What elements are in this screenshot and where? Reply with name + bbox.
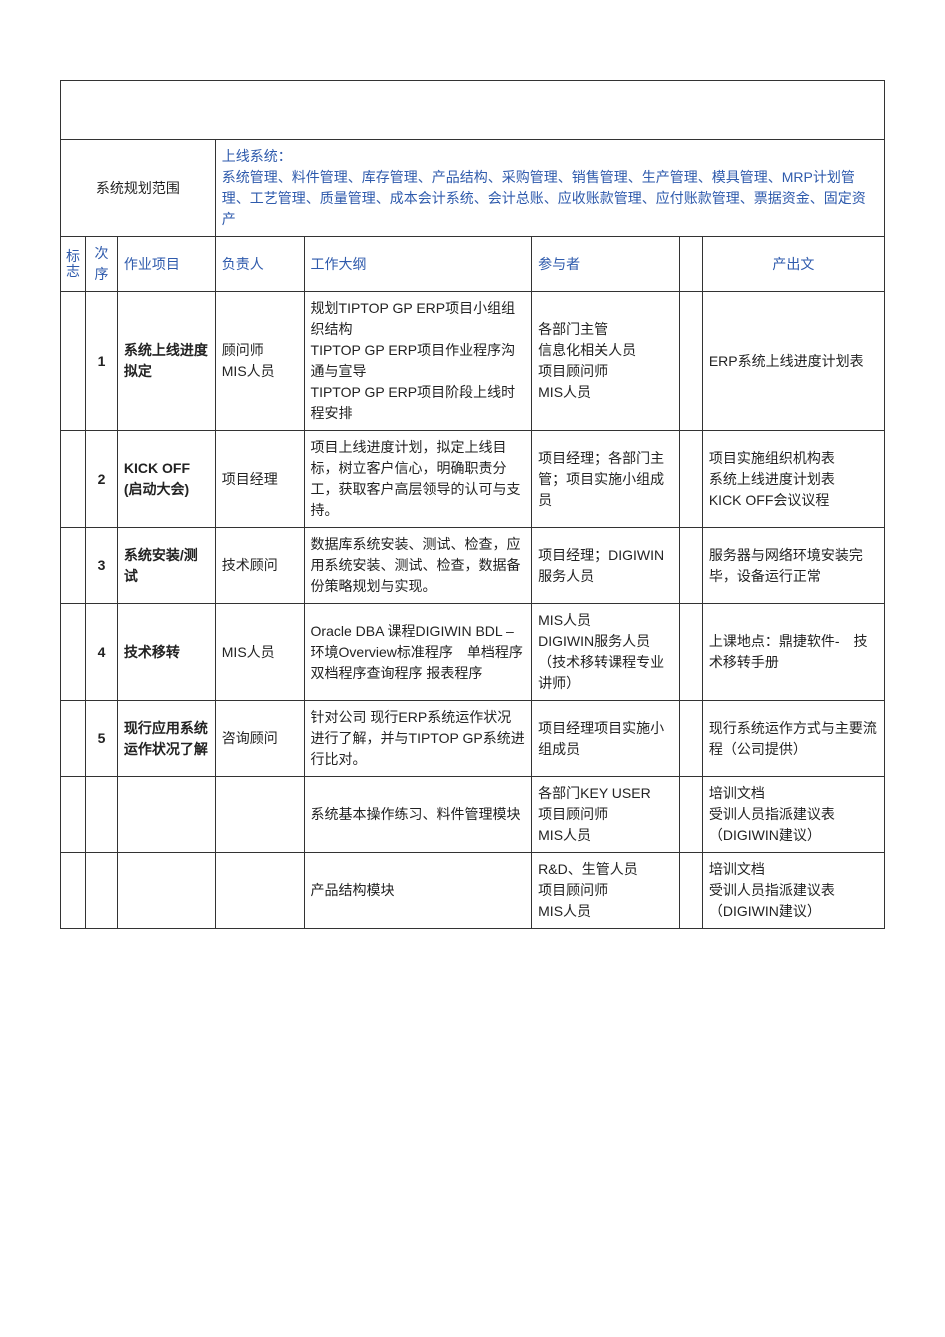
flag-cell xyxy=(61,853,86,929)
col-out: 产出文 xyxy=(702,237,884,292)
table-row: 产品结构模块 R&D、生管人员项目顾问师MIS人员 培训文档受训人员指派建议表（… xyxy=(61,853,885,929)
flag-cell xyxy=(61,777,86,853)
seq-cell: 2 xyxy=(86,431,118,528)
gap-cell xyxy=(680,431,703,528)
owner-cell xyxy=(215,853,304,929)
flag-cell xyxy=(61,604,86,701)
out-cell: 服务器与网络环境安装完毕，设备运行正常 xyxy=(702,528,884,604)
plan-table: 系统规划范围 上线系统： 系统管理、料件管理、库存管理、产品结构、采购管理、销售… xyxy=(60,80,885,929)
column-header-row: 标志 次序 作业项目 负责人 工作大纲 参与者 产出文 xyxy=(61,237,885,292)
owner-cell: 咨询顾问 xyxy=(215,701,304,777)
seq-cell: 5 xyxy=(86,701,118,777)
item-cell: 系统安装/测试 xyxy=(117,528,215,604)
work-cell: 规划TIPTOP GP ERP项目小组组织结构 TIPTOP GP ERP项目作… xyxy=(304,292,532,431)
blank-header-row xyxy=(61,81,885,140)
table-row: 3 系统安装/测试 技术顾问 数据库系统安装、测试、检查，应用系统安装、测试、检… xyxy=(61,528,885,604)
seq-cell: 3 xyxy=(86,528,118,604)
part-cell: 各部门KEY USER项目顾问师MIS人员 xyxy=(532,777,680,853)
out-cell: ERP系统上线进度计划表 xyxy=(702,292,884,431)
item-cell: 现行应用系统运作状况了解 xyxy=(117,701,215,777)
owner-cell: MIS人员 xyxy=(215,604,304,701)
scope-text: 上线系统： 系统管理、料件管理、库存管理、产品结构、采购管理、销售管理、生产管理… xyxy=(215,140,884,237)
seq-cell xyxy=(86,777,118,853)
gap-cell xyxy=(680,604,703,701)
item-cell xyxy=(117,777,215,853)
part-cell: 项目经理；DIGIWIN服务人员 xyxy=(532,528,680,604)
out-cell: 项目实施组织机构表系统上线进度计划表KICK OFF会议议程 xyxy=(702,431,884,528)
owner-cell: 顾问师MIS人员 xyxy=(215,292,304,431)
flag-cell xyxy=(61,431,86,528)
table-row: 5 现行应用系统运作状况了解 咨询顾问 针对公司 现行ERP系统运作状况进行了解… xyxy=(61,701,885,777)
col-owner: 负责人 xyxy=(215,237,304,292)
seq-cell: 1 xyxy=(86,292,118,431)
table-row: 1 系统上线进度拟定 顾问师MIS人员 规划TIPTOP GP ERP项目小组组… xyxy=(61,292,885,431)
gap-cell xyxy=(680,777,703,853)
part-cell: 项目经理；各部门主管；项目实施小组成员 xyxy=(532,431,680,528)
table-row: 2 KICK OFF(启动大会) 项目经理 项目上线进度计划，拟定上线目标，树立… xyxy=(61,431,885,528)
work-cell: Oracle DBA 课程DIGIWIN BDL –环境Overview标准程序… xyxy=(304,604,532,701)
col-gap xyxy=(680,237,703,292)
scope-label: 系统规划范围 xyxy=(61,140,216,237)
out-cell: 上课地点：鼎捷软件- 技术移转手册 xyxy=(702,604,884,701)
scope-heading: 上线系统： xyxy=(222,148,292,164)
document-page: 系统规划范围 上线系统： 系统管理、料件管理、库存管理、产品结构、采购管理、销售… xyxy=(0,0,945,1337)
gap-cell xyxy=(680,292,703,431)
flag-cell xyxy=(61,292,86,431)
col-flag: 标志 xyxy=(61,237,86,292)
col-seq: 次序 xyxy=(86,237,118,292)
blank-cell xyxy=(61,81,885,140)
table-row: 系统基本操作练习、料件管理模块 各部门KEY USER项目顾问师MIS人员 培训… xyxy=(61,777,885,853)
owner-cell: 技术顾问 xyxy=(215,528,304,604)
part-cell: 各部门主管信息化相关人员项目顾问师MIS人员 xyxy=(532,292,680,431)
owner-cell xyxy=(215,777,304,853)
work-cell: 项目上线进度计划，拟定上线目标，树立客户信心，明确职责分工，获取客户高层领导的认… xyxy=(304,431,532,528)
flag-cell xyxy=(61,528,86,604)
seq-cell xyxy=(86,853,118,929)
owner-cell: 项目经理 xyxy=(215,431,304,528)
flag-cell xyxy=(61,701,86,777)
item-cell: KICK OFF(启动大会) xyxy=(117,431,215,528)
work-cell: 系统基本操作练习、料件管理模块 xyxy=(304,777,532,853)
part-cell: R&D、生管人员项目顾问师MIS人员 xyxy=(532,853,680,929)
part-cell: 项目经理项目实施小组成员 xyxy=(532,701,680,777)
item-cell xyxy=(117,853,215,929)
out-cell: 培训文档受训人员指派建议表（DIGIWIN建议） xyxy=(702,853,884,929)
gap-cell xyxy=(680,528,703,604)
item-cell: 技术移转 xyxy=(117,604,215,701)
work-cell: 产品结构模块 xyxy=(304,853,532,929)
scope-body: 系统管理、料件管理、库存管理、产品结构、采购管理、销售管理、生产管理、模具管理、… xyxy=(222,169,866,227)
item-cell: 系统上线进度拟定 xyxy=(117,292,215,431)
gap-cell xyxy=(680,853,703,929)
col-part: 参与者 xyxy=(532,237,680,292)
work-cell: 数据库系统安装、测试、检查，应用系统安装、测试、检查，数据备份策略规划与实现。 xyxy=(304,528,532,604)
seq-cell: 4 xyxy=(86,604,118,701)
scope-row: 系统规划范围 上线系统： 系统管理、料件管理、库存管理、产品结构、采购管理、销售… xyxy=(61,140,885,237)
part-cell: MIS人员DIGIWIN服务人员（技术移转课程专业讲师） xyxy=(532,604,680,701)
out-cell: 现行系统运作方式与主要流程（公司提供） xyxy=(702,701,884,777)
work-cell: 针对公司 现行ERP系统运作状况进行了解，并与TIPTOP GP系统进行比对。 xyxy=(304,701,532,777)
col-work: 工作大纲 xyxy=(304,237,532,292)
out-cell: 培训文档受训人员指派建议表（DIGIWIN建议） xyxy=(702,777,884,853)
col-item: 作业项目 xyxy=(117,237,215,292)
gap-cell xyxy=(680,701,703,777)
table-row: 4 技术移转 MIS人员 Oracle DBA 课程DIGIWIN BDL –环… xyxy=(61,604,885,701)
